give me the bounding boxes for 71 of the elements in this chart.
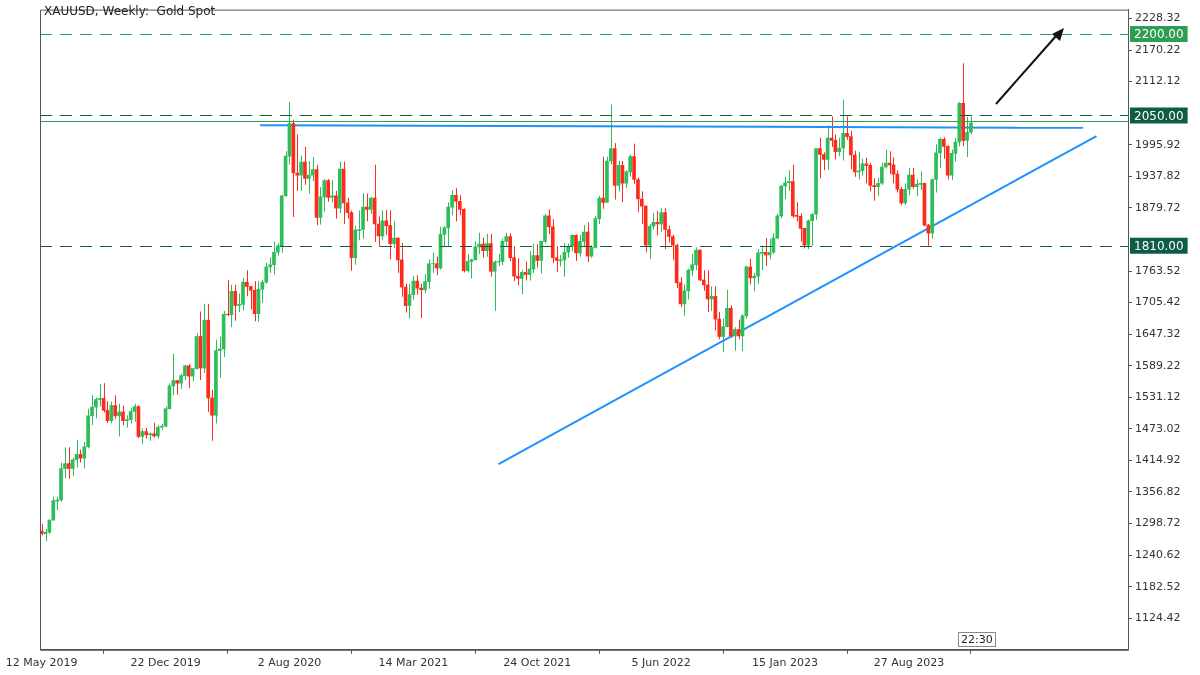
candlestick bbox=[868, 162, 873, 192]
candlestick bbox=[125, 414, 129, 429]
y-tick-label: 1356.82 bbox=[1135, 484, 1181, 498]
x-tick-label: 5 Jun 2022 bbox=[631, 656, 691, 670]
y-tick-label: 1763.52 bbox=[1135, 263, 1181, 277]
candlestick bbox=[66, 446, 71, 480]
candlestick bbox=[245, 269, 249, 297]
candlestick bbox=[763, 237, 768, 267]
candlestick bbox=[523, 261, 528, 282]
candlestick bbox=[241, 277, 245, 311]
candlestick bbox=[732, 326, 737, 352]
x-tick-label: 24 Oct 2021 bbox=[503, 656, 572, 670]
x-tick-label: 22 Dec 2019 bbox=[130, 656, 201, 670]
candlestick bbox=[113, 394, 118, 420]
candlestick bbox=[303, 146, 307, 186]
candlestick bbox=[492, 259, 497, 312]
y-tick-label: 2112.12 bbox=[1135, 74, 1181, 88]
y-tick-label: 1124.42 bbox=[1135, 611, 1181, 625]
candlestick bbox=[818, 137, 822, 179]
x-tick-label: 14 Mar 2021 bbox=[378, 656, 449, 670]
x-tick-label: 15 Jan 2023 bbox=[752, 656, 819, 670]
candlestick bbox=[748, 258, 753, 285]
annotation: 22:30 bbox=[958, 632, 996, 647]
candlestick bbox=[117, 403, 121, 437]
candlestick bbox=[663, 207, 667, 250]
candlestick bbox=[121, 404, 125, 426]
candlestick bbox=[609, 104, 613, 165]
y-tick-label: 1531.12 bbox=[1135, 390, 1181, 404]
y-tick-label: 2228.32 bbox=[1135, 11, 1181, 25]
y-tick-label: 1240.62 bbox=[1135, 547, 1181, 561]
candlestick bbox=[365, 193, 369, 222]
candlestick bbox=[578, 234, 582, 258]
candlestick bbox=[415, 274, 420, 296]
x-tick-label: 12 May 2019 bbox=[5, 656, 78, 670]
candlestick bbox=[837, 137, 842, 157]
ref-line-label: 2050.00 bbox=[1134, 108, 1184, 123]
candlestick bbox=[601, 156, 605, 210]
candlestick bbox=[392, 220, 396, 249]
y-tick-label: 1589.22 bbox=[1135, 358, 1181, 372]
y-tick-label: 1298.72 bbox=[1135, 516, 1181, 530]
y-tick-label: 1182.52 bbox=[1135, 579, 1181, 593]
y-tick-label: 1879.72 bbox=[1135, 200, 1181, 214]
candlestick bbox=[454, 187, 458, 222]
y-tick-label: 1647.32 bbox=[1135, 327, 1181, 340]
candlestick bbox=[911, 167, 915, 190]
x-tick-label: 2 Aug 2020 bbox=[257, 656, 322, 670]
y-tick-label: 1937.82 bbox=[1135, 169, 1181, 183]
candlestick bbox=[334, 190, 338, 220]
candlestick bbox=[388, 209, 392, 260]
x-tick-label: 27 Aug 2023 bbox=[873, 656, 945, 670]
candlestick bbox=[361, 192, 365, 240]
y-tick-label: 1995.92 bbox=[1135, 137, 1181, 151]
y-tick-label: 1473.02 bbox=[1135, 421, 1181, 435]
chart-title: XAUUSD, Weekly: Gold Spot bbox=[44, 4, 216, 18]
candlestick bbox=[829, 115, 834, 148]
candlestick bbox=[519, 269, 524, 295]
y-tick-label: 1705.42 bbox=[1135, 295, 1181, 309]
ref-line-label: 2200.00 bbox=[1134, 27, 1184, 42]
y-tick-label: 2170.22 bbox=[1135, 42, 1181, 56]
candlestick bbox=[926, 223, 931, 247]
candlestick bbox=[535, 243, 540, 268]
candlestick bbox=[659, 207, 663, 233]
candlestick bbox=[299, 155, 303, 192]
y-tick-label: 1414.92 bbox=[1135, 453, 1181, 467]
candlestick bbox=[841, 99, 845, 161]
candlestick bbox=[427, 258, 431, 290]
candlestick bbox=[306, 160, 311, 195]
candlestick bbox=[233, 284, 238, 322]
candlestick bbox=[477, 232, 482, 255]
candlestick bbox=[965, 116, 969, 158]
ref-line-label: 1810.00 bbox=[1134, 238, 1184, 253]
